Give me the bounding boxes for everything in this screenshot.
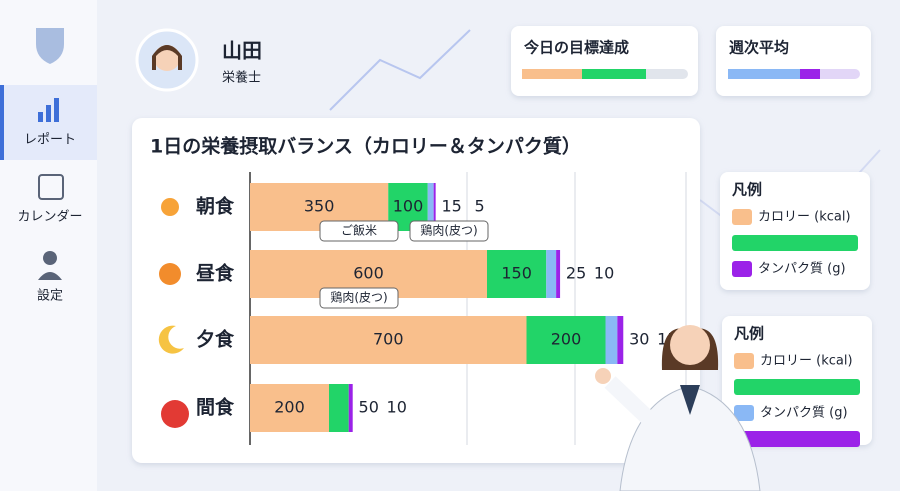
legend-swatch xyxy=(732,261,752,277)
category-label: 間食 xyxy=(196,396,235,419)
card-title: 週次平均 xyxy=(729,39,789,57)
bar-segment xyxy=(605,316,618,364)
legend-swatch xyxy=(734,405,754,421)
legend-item: カロリー (kcal) xyxy=(758,210,851,225)
apple-icon xyxy=(161,400,189,428)
annotation: 鶏肉(皮つ) xyxy=(420,224,477,238)
progress-fill xyxy=(800,69,820,79)
settings-icon xyxy=(43,251,57,265)
nav-item[interactable]: カレンダー xyxy=(17,210,82,225)
report-icon xyxy=(38,98,59,122)
category-label: 朝食 xyxy=(196,195,235,218)
annotation-box xyxy=(409,220,489,242)
legend-swatch xyxy=(734,353,754,369)
sidebar xyxy=(0,0,97,491)
nav-indicator xyxy=(0,85,4,160)
annotation-box xyxy=(319,220,399,242)
annotation: 鶏肉(皮つ) xyxy=(330,291,387,305)
bar-segment xyxy=(617,316,624,364)
legend-bar xyxy=(734,431,860,447)
sunrise-icon xyxy=(161,198,179,216)
progress-fill xyxy=(728,69,800,79)
nav-active[interactable] xyxy=(0,85,97,160)
moon-icon xyxy=(158,325,184,354)
settings-icon xyxy=(38,272,62,280)
bar-segment xyxy=(487,250,547,298)
nav-item[interactable]: レポート xyxy=(24,133,76,148)
nav-item[interactable]: 設定 xyxy=(37,288,63,304)
value-label: 100 xyxy=(393,197,424,216)
calendar-icon xyxy=(38,174,64,200)
value-label: 150 xyxy=(501,264,532,283)
progress-fill xyxy=(582,69,646,79)
value-label: 5 xyxy=(475,197,485,216)
card-title: 今日の目標達成 xyxy=(523,39,629,57)
value-label: 10 xyxy=(387,398,407,417)
category-label: 夕食 xyxy=(196,328,235,351)
legend-item: タンパク質 (g) xyxy=(760,406,848,421)
value-label: 200 xyxy=(551,330,582,349)
bar-segment xyxy=(329,384,349,432)
progress-fill xyxy=(522,69,582,79)
profile-name: 山田 xyxy=(222,39,262,63)
value-label: 25 xyxy=(566,264,586,283)
chart-title: 1日の栄養摂取バランス（カロリー＆タンパク質） xyxy=(150,135,581,158)
legend-box xyxy=(720,172,870,290)
annotation: ご飯米 xyxy=(341,223,377,238)
value-label: 350 xyxy=(304,197,335,216)
avatar-hair xyxy=(152,45,182,70)
bar-segment xyxy=(556,250,561,298)
legend-item: タンパク質 (g) xyxy=(758,262,846,277)
goal-card xyxy=(511,26,698,96)
profile-role: 栄養士 xyxy=(222,70,261,86)
legend-swatch xyxy=(732,209,752,225)
value-label: 10 xyxy=(594,264,614,283)
decor-line xyxy=(329,29,471,111)
logo xyxy=(36,28,64,64)
legend-title: 凡例 xyxy=(734,325,764,343)
annotation-box xyxy=(319,287,399,309)
category-label: 昼食 xyxy=(196,262,235,285)
value-label: 30 xyxy=(629,330,649,349)
bar-segment xyxy=(250,384,329,432)
legend-bar xyxy=(732,235,858,251)
sun-icon xyxy=(159,263,181,285)
weekly-card xyxy=(716,26,871,96)
legend-item: カロリー (kcal) xyxy=(760,354,853,369)
bar-segment xyxy=(348,384,353,432)
bar-segment xyxy=(427,183,434,231)
value-label: 50 xyxy=(359,398,379,417)
value-label: 600 xyxy=(353,264,384,283)
legend-bar xyxy=(734,379,860,395)
bar-segment xyxy=(526,316,606,364)
value-label: 15 xyxy=(441,197,461,216)
value-label: 200 xyxy=(274,398,305,417)
nutritionist-illustration xyxy=(595,325,761,491)
bar-segment xyxy=(433,183,436,231)
value-label: 700 xyxy=(373,330,404,349)
bar-segment xyxy=(250,316,527,364)
legend-title: 凡例 xyxy=(732,181,762,199)
bar-segment xyxy=(546,250,557,298)
